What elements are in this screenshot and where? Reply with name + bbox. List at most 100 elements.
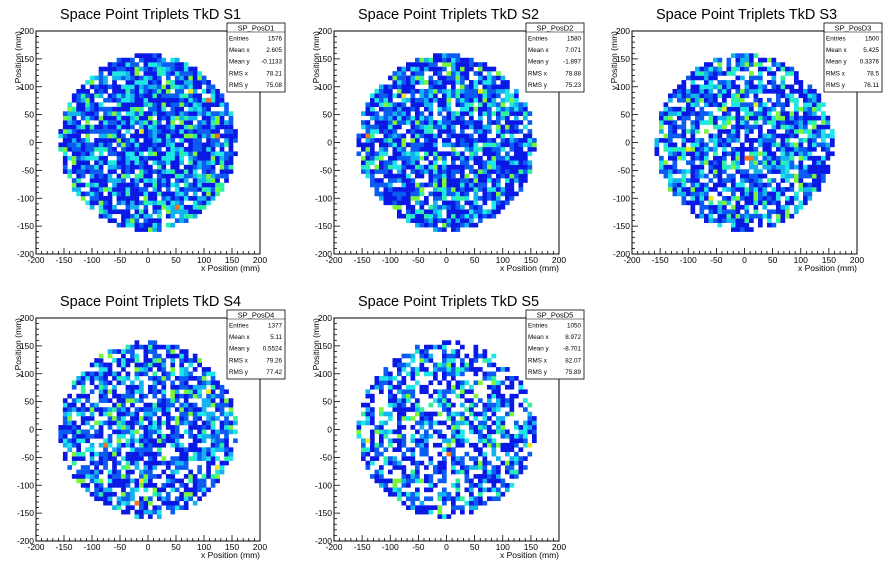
heatmap-bin <box>821 142 826 148</box>
heatmap-bin <box>165 169 171 174</box>
heatmap-bin <box>406 496 411 502</box>
heatmap-bin <box>383 460 389 466</box>
heatmap-bin <box>361 456 366 461</box>
heatmap-bin <box>460 442 465 448</box>
heatmap-bin <box>224 451 229 457</box>
heatmap-bin <box>188 389 193 395</box>
heatmap-bin <box>219 469 225 475</box>
heatmap-bin <box>165 375 171 381</box>
heatmap-bin <box>165 460 171 466</box>
heatmap-bin <box>361 164 366 170</box>
x-tick-label: -100 <box>83 542 100 552</box>
heatmap-bin <box>753 164 759 170</box>
heatmap-bin <box>356 138 362 143</box>
heatmap-bin <box>197 456 202 461</box>
heatmap-bin <box>116 362 122 368</box>
heatmap-bin <box>749 129 754 134</box>
heatmap-bin <box>460 416 465 421</box>
heatmap-bin <box>143 362 149 368</box>
heatmap-bin <box>776 133 781 139</box>
heatmap-bin <box>812 187 817 192</box>
heatmap-bin <box>785 169 790 174</box>
heatmap-bin <box>663 111 669 116</box>
heatmap-bin <box>392 75 398 81</box>
heatmap-bin <box>731 106 736 112</box>
heatmap-bin <box>85 483 90 488</box>
heatmap-bin <box>812 169 817 174</box>
heatmap-bin <box>677 169 682 174</box>
heatmap-bin <box>62 138 68 143</box>
heatmap-bin <box>767 191 772 197</box>
heatmap-bin <box>397 102 402 108</box>
heatmap-bin <box>424 164 429 170</box>
heatmap-bin <box>442 514 447 519</box>
heatmap-bin <box>532 142 537 148</box>
heatmap-bin <box>107 420 113 426</box>
heatmap-bin <box>780 151 786 157</box>
heatmap-bin <box>478 465 483 470</box>
heatmap-bin <box>419 353 425 359</box>
heatmap-bin <box>509 169 515 174</box>
heatmap-bin <box>179 407 185 412</box>
heatmap-bin <box>410 142 416 148</box>
heatmap-bin <box>735 209 741 215</box>
heatmap-bin <box>753 160 759 165</box>
heatmap-bin <box>428 411 434 417</box>
heatmap-bin <box>397 496 402 502</box>
heatmap-bin <box>704 204 709 210</box>
heatmap-bin <box>197 478 202 484</box>
heatmap-bin <box>89 425 95 430</box>
heatmap-bin <box>785 155 790 161</box>
heatmap-bin <box>379 433 384 439</box>
heatmap-bin <box>98 191 104 197</box>
panel-title: Space Point Triplets TkD S1 <box>60 7 241 23</box>
heatmap-bin <box>821 178 826 183</box>
heatmap-bin <box>206 182 211 188</box>
heatmap-bin <box>174 151 180 157</box>
heatmap-bin <box>722 213 727 219</box>
heatmap-bin <box>807 187 813 192</box>
heatmap-bin <box>699 182 705 188</box>
heatmap-bin <box>130 88 135 94</box>
heatmap-bin <box>210 115 216 121</box>
heatmap-bin <box>663 106 669 112</box>
heatmap-bin <box>98 182 104 188</box>
heatmap-bin <box>451 447 456 452</box>
heatmap-bin <box>798 164 804 170</box>
heatmap-bin <box>825 164 831 170</box>
heatmap-bin <box>397 173 402 179</box>
heatmap-bin <box>152 442 158 448</box>
heatmap-bin <box>491 204 497 210</box>
heatmap-bin <box>103 465 108 470</box>
heatmap-bin <box>464 420 470 426</box>
heatmap-bin <box>803 146 808 152</box>
heatmap-bin <box>437 213 443 219</box>
heatmap-bin <box>76 442 81 448</box>
heatmap-bin <box>165 182 171 188</box>
heatmap-bin <box>215 456 220 461</box>
heatmap-bin <box>798 151 804 157</box>
heatmap-bin <box>464 438 470 444</box>
heatmap-bin <box>442 371 447 377</box>
heatmap-bin <box>487 75 492 81</box>
heatmap-bin <box>392 115 398 121</box>
heatmap-bin <box>174 75 180 81</box>
heatmap-bin <box>388 129 393 134</box>
heatmap-bin <box>798 138 804 143</box>
heatmap-bin <box>143 178 149 183</box>
heatmap-bin <box>740 66 745 72</box>
heatmap-bin <box>785 138 790 143</box>
heatmap-bin <box>148 173 153 179</box>
heatmap-bin <box>437 429 443 435</box>
heatmap-bin <box>228 398 234 403</box>
heatmap-bin <box>699 93 705 99</box>
heatmap-bin <box>161 93 167 99</box>
heatmap-bin <box>469 456 474 461</box>
heatmap-bin <box>428 146 434 152</box>
heatmap-bin <box>121 115 126 121</box>
heatmap-bin <box>89 155 95 161</box>
heatmap-bin <box>482 133 488 139</box>
heatmap-bin <box>116 469 122 475</box>
heatmap-bin <box>825 142 831 148</box>
heatmap-bin <box>803 164 808 170</box>
